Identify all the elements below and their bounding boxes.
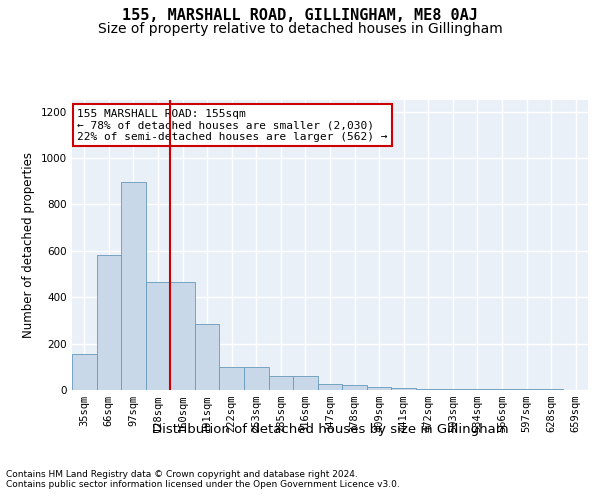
- Text: Distribution of detached houses by size in Gillingham: Distribution of detached houses by size …: [152, 422, 508, 436]
- Bar: [97, 256, 121, 390]
- Bar: [170, 282, 195, 390]
- Y-axis label: Number of detached properties: Number of detached properties: [22, 152, 35, 338]
- Bar: [72, 354, 97, 390]
- Bar: [391, 388, 416, 390]
- Bar: [220, 367, 244, 390]
- Text: Contains HM Land Registry data © Crown copyright and database right 2024.: Contains HM Land Registry data © Crown c…: [6, 470, 358, 479]
- Bar: [195, 324, 220, 390]
- Bar: [465, 389, 490, 390]
- Bar: [367, 386, 391, 390]
- Bar: [146, 282, 170, 390]
- Text: Size of property relative to detached houses in Gillingham: Size of property relative to detached ho…: [98, 22, 502, 36]
- Bar: [318, 384, 342, 390]
- Text: 155, MARSHALL ROAD, GILLINGHAM, ME8 0AJ: 155, MARSHALL ROAD, GILLINGHAM, ME8 0AJ: [122, 8, 478, 22]
- Bar: [416, 389, 440, 390]
- Bar: [121, 182, 146, 390]
- Bar: [269, 376, 293, 390]
- Text: 155 MARSHALL ROAD: 155sqm
← 78% of detached houses are smaller (2,030)
22% of se: 155 MARSHALL ROAD: 155sqm ← 78% of detac…: [77, 108, 388, 142]
- Bar: [342, 386, 367, 390]
- Text: Contains public sector information licensed under the Open Government Licence v3: Contains public sector information licen…: [6, 480, 400, 489]
- Bar: [244, 367, 269, 390]
- Bar: [293, 376, 318, 390]
- Bar: [440, 389, 465, 390]
